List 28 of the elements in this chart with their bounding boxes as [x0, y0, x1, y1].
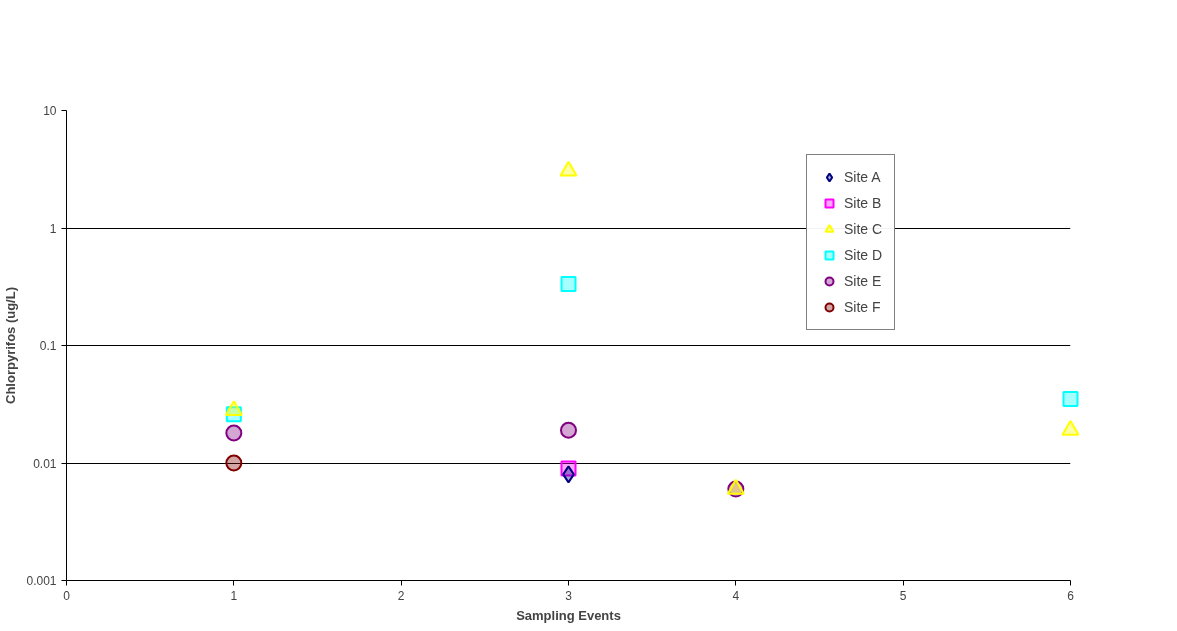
point — [1061, 420, 1080, 436]
x-tick-label: 1 — [230, 588, 238, 603]
point — [224, 400, 243, 417]
legend-label: Site B — [844, 195, 882, 211]
x-tick-label: 4 — [732, 588, 740, 603]
y-tick-label: 0.1 — [39, 339, 57, 353]
y-tick-label: 1 — [49, 221, 57, 236]
point — [560, 421, 577, 439]
legend-label: Site D — [844, 247, 883, 263]
point — [225, 424, 243, 442]
point — [1062, 391, 1079, 408]
point — [559, 160, 578, 177]
x-tick-label: 2 — [397, 588, 405, 603]
x-tick-label: 6 — [1067, 588, 1075, 603]
x-tick-label: 3 — [565, 588, 573, 603]
y-tick-label: 0.01 — [33, 456, 57, 471]
legend-label: Site A — [844, 169, 881, 185]
point — [560, 275, 577, 292]
point — [225, 454, 243, 472]
legend-label: Site E — [844, 273, 882, 289]
y-tick-label: 0.001 — [26, 574, 57, 588]
x-tick-label: 0 — [63, 588, 71, 603]
y-axis-title: Chlorpyrifos (ug/L) — [3, 286, 19, 404]
legend-label: Site F — [844, 299, 881, 315]
x-tick-label: 5 — [899, 588, 907, 603]
x-axis-title: Sampling Events — [516, 607, 621, 623]
y-tick-label: 10 — [43, 104, 57, 118]
legend-label: Site C — [844, 221, 883, 237]
